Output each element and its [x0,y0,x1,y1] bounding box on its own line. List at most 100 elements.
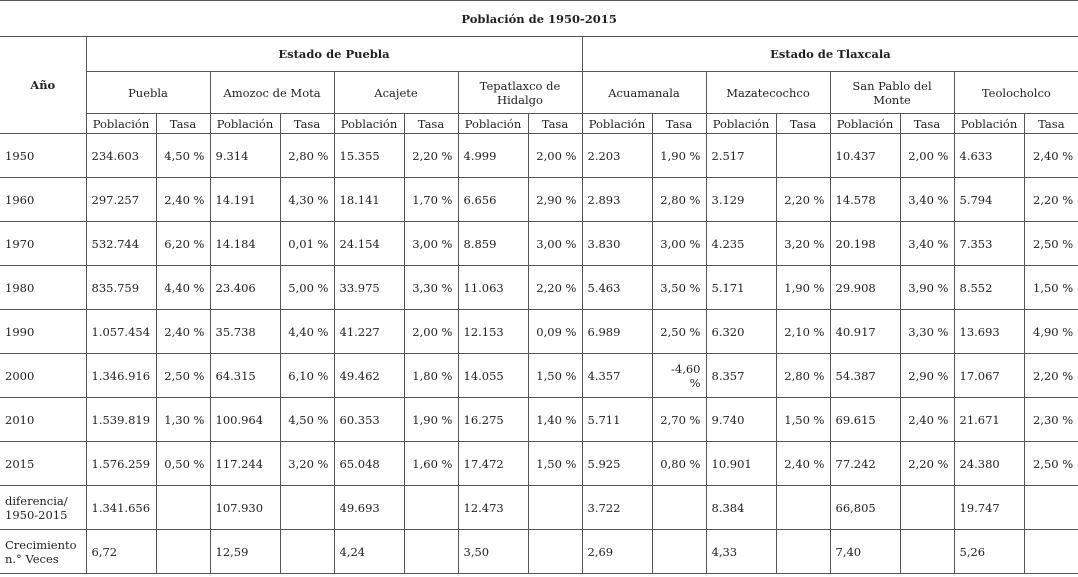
population-cell: 21.671 [953,397,1025,442]
population-cell: 835.759 [85,265,157,310]
rate-cell [279,529,335,574]
column-subheader: Población [86,113,157,134]
municipality-header: Puebla [86,71,211,114]
population-cell: 1.341.656 [85,485,157,530]
row-label: 1990 [0,309,87,354]
population-cell: 4.633 [953,133,1025,178]
state-header: Estado de Puebla [85,36,583,72]
municipality-header: Amozoc de Mota [209,71,335,114]
column-subheader: Tasa [775,113,831,134]
rate-cell: 4,30 % [279,177,335,222]
population-cell: 1.346.916 [85,353,157,398]
rate-cell [899,485,955,530]
population-cell: 4,24 [333,529,405,574]
rate-cell: 3,20 % [279,441,335,486]
rate-cell: 1,50 % [527,353,583,398]
row-label: 1980 [0,265,87,310]
population-cell: 8.859 [457,221,529,266]
population-cell: 49.462 [333,353,405,398]
population-cell: 1.057.454 [85,309,157,354]
population-cell: 5.794 [953,177,1025,222]
rate-cell: 1,40 % [527,397,583,442]
rate-cell: 2,90 % [527,177,583,222]
rate-cell: 2,40 % [775,441,831,486]
rate-cell: 2,40 % [155,177,211,222]
municipality-header: Acuamanala [581,71,707,114]
rate-cell [527,485,583,530]
rate-cell: 2,20 % [1023,353,1078,398]
rate-cell: 1,60 % [403,441,459,486]
population-cell: 4.357 [581,353,653,398]
population-cell: 8.552 [953,265,1025,310]
population-cell: 12,59 [209,529,281,574]
row-label: 2000 [0,353,87,398]
column-subheader: Tasa [899,113,955,134]
population-cell: 234.603 [85,133,157,178]
rate-cell: 2,80 % [775,353,831,398]
population-cell: 13.693 [953,309,1025,354]
rate-cell: 1,30 % [155,397,211,442]
population-cell: 6.989 [581,309,653,354]
rate-cell: 4,40 % [279,309,335,354]
population-cell: 1.539.819 [85,397,157,442]
rate-cell [775,133,831,178]
data-row: 1970 532.744 6,20 % 14.184 0,01 % 24.154 3,00 … [0,221,1078,266]
municipality-header: Tepatlaxco de Hidalgo [457,71,583,114]
rate-cell [155,485,211,530]
row-label: diferencia/ 1950-2015 [0,485,87,530]
population-cell: 23.406 [209,265,281,310]
population-cell: 40.917 [829,309,901,354]
rate-cell: 2,30 % [1023,397,1078,442]
rate-cell [1023,485,1078,530]
population-cell: 16.275 [457,397,529,442]
population-cell: 5,26 [953,529,1025,574]
population-cell: 5.171 [705,265,777,310]
rate-cell: 2,40 % [155,309,211,354]
rate-cell: 0,09 % [527,309,583,354]
population-cell: 10.901 [705,441,777,486]
population-cell: 5.463 [581,265,653,310]
title-row: Población de 1950-2015 [0,0,1078,37]
column-subheader: Población [953,113,1025,134]
rate-cell: 5,00 % [279,265,335,310]
column-subheader: Población [705,113,777,134]
subheader-row: Población Tasa Población Tasa Población Tasa P… [0,113,1078,134]
rate-cell: 2,20 % [403,133,459,178]
rate-cell: 1,50 % [1023,265,1078,310]
rate-cell: 3,30 % [899,309,955,354]
population-cell: 15.355 [333,133,405,178]
municipality-header: Acajete [333,71,459,114]
population-cell: 20.198 [829,221,901,266]
population-cell: 33.975 [333,265,405,310]
population-cell: 17.472 [457,441,529,486]
rate-cell: 2,00 % [403,309,459,354]
population-cell: 532.744 [85,221,157,266]
population-cell: 6,72 [85,529,157,574]
population-cell: 7,40 [829,529,901,574]
population-cell: 14.191 [209,177,281,222]
row-label: Crecimiento n.° Veces [0,529,87,574]
population-cell: 6.320 [705,309,777,354]
population-cell: 77.242 [829,441,901,486]
rate-cell: 2,20 % [899,441,955,486]
population-cell: 60.353 [333,397,405,442]
rate-cell: 2,00 % [527,133,583,178]
population-cell: 24.154 [333,221,405,266]
rate-cell: 4,40 % [155,265,211,310]
rate-cell: 3,00 % [403,221,459,266]
rate-cell: 1,50 % [775,397,831,442]
rate-cell: 2,40 % [1023,133,1078,178]
population-cell: 35.738 [209,309,281,354]
population-cell: 49.693 [333,485,405,530]
column-subheader: Tasa [527,113,583,134]
population-cell: 10.437 [829,133,901,178]
column-subheader: Población [209,113,281,134]
row-label: 1950 [0,133,87,178]
population-cell: 14.184 [209,221,281,266]
data-row: 1950 234.603 4,50 % 9.314 2,80 % 15.355 2,20 %… [0,133,1078,178]
population-cell: 2.893 [581,177,653,222]
row-label: 2010 [0,397,87,442]
rate-cell [651,529,707,574]
